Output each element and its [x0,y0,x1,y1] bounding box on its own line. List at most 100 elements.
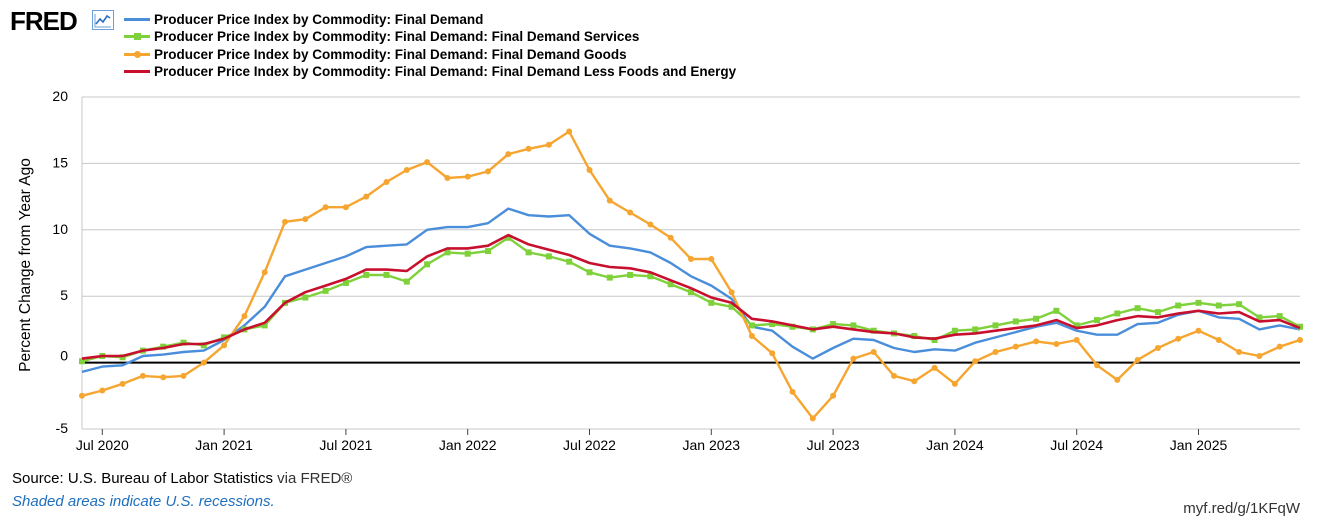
data-point [627,271,634,278]
data-point [647,273,654,280]
data-point [1215,337,1222,344]
data-point [139,372,146,379]
data-point [302,294,309,301]
data-point [525,145,532,152]
data-point [769,321,776,328]
data-point [688,256,694,263]
data-point [911,333,918,340]
data-point [424,159,431,166]
data-point [850,322,857,329]
data-point [79,358,85,365]
data-point [424,261,431,268]
legend-item-final-demand[interactable]: Producer Price Index by Commodity: Final… [124,11,736,28]
data-point [261,322,268,329]
data-point [119,380,126,387]
data-point [545,253,552,260]
legend-swatch [124,18,150,22]
legend-swatch [124,70,150,74]
x-tick-label: Jul 2021 [319,437,372,453]
data-point [566,128,573,135]
legend-item-services[interactable]: Producer Price Index by Commodity: Final… [124,28,736,45]
data-point [830,321,837,328]
legend-label: Producer Price Index by Commodity: Final… [154,46,627,62]
data-point [99,387,106,394]
data-point [1215,302,1222,309]
fred-logo[interactable]: FRED [10,6,78,36]
y-tick-label: 0 [60,348,68,364]
data-point [870,327,877,334]
data-point [1297,337,1303,344]
data-point [1276,343,1283,350]
data-point [363,193,370,200]
legend-label: Producer Price Index by Commodity: Final… [154,63,737,79]
data-point [708,256,715,263]
legend-swatch [124,33,150,41]
line-chart-icon [92,10,114,30]
chart-plot: -5 0 5 10 15 20 Jul 2020 Jan 2021 Jul 2021 Jan 20… [52,88,1303,453]
data-point [1195,299,1202,306]
data-point [1154,344,1161,351]
legend-swatch [124,50,150,58]
data-point [302,216,309,223]
data-point [1094,362,1100,369]
x-tick-label: Jul 2024 [1050,437,1103,453]
data-point [830,392,837,399]
data-point [951,380,958,387]
data-point [789,388,796,395]
data-point [403,278,410,285]
data-point [1256,352,1263,359]
legend-item-goods[interactable]: Producer Price Index by Commodity: Final… [124,46,736,63]
data-point [992,348,999,355]
data-point [1073,322,1080,329]
x-tick-label: Jul 2022 [563,437,616,453]
data-point [606,274,613,281]
data-point [911,378,918,385]
data-point [667,234,674,241]
short-url[interactable]: myf.red/g/1KFqW [1183,500,1300,517]
data-point [891,372,897,379]
legend-label: Producer Price Index by Commodity: Final… [154,12,484,27]
data-point [688,289,694,296]
data-point [1012,343,1019,350]
data-point [444,249,451,256]
data-point [789,323,796,330]
data-point [769,350,776,357]
data-point [728,289,735,296]
data-point [667,281,674,288]
data-point [160,343,167,350]
data-point [383,178,390,185]
data-point [79,392,85,399]
data-point [403,167,410,174]
data-point [627,209,634,216]
data-point [464,250,471,257]
data-point [322,204,329,211]
source-via: via FRED® [272,470,353,487]
data-point [1276,313,1283,320]
legend-label: Producer Price Index by Commodity: Final… [154,29,640,45]
x-tick-label: Jul 2023 [807,437,860,453]
data-point [1053,341,1060,348]
data-point [850,355,857,362]
recession-note: Shaded areas indicate U.S. recessions. [12,493,275,510]
y-tick-label: -5 [56,420,69,436]
data-point [809,415,816,422]
data-point [342,279,349,286]
x-tick-label: Jan 2024 [926,437,984,453]
data-point [505,234,512,241]
data-point [383,271,390,278]
legend-item-less-food-energy[interactable]: Producer Price Index by Commodity: Final… [124,63,736,80]
data-point [647,221,654,228]
data-point [586,167,593,174]
source-note: Source: U.S. Bureau of Labor Statistics … [12,470,352,487]
data-point [728,303,735,310]
data-point [1033,338,1040,345]
data-point [1175,335,1182,342]
data-point [241,313,248,320]
data-point [485,168,491,175]
x-tick-label: Jan 2025 [1170,437,1228,453]
data-point [1114,376,1121,383]
series-line [81,233,1301,360]
data-point [363,271,370,278]
data-point [1134,305,1141,312]
data-point [748,322,755,329]
